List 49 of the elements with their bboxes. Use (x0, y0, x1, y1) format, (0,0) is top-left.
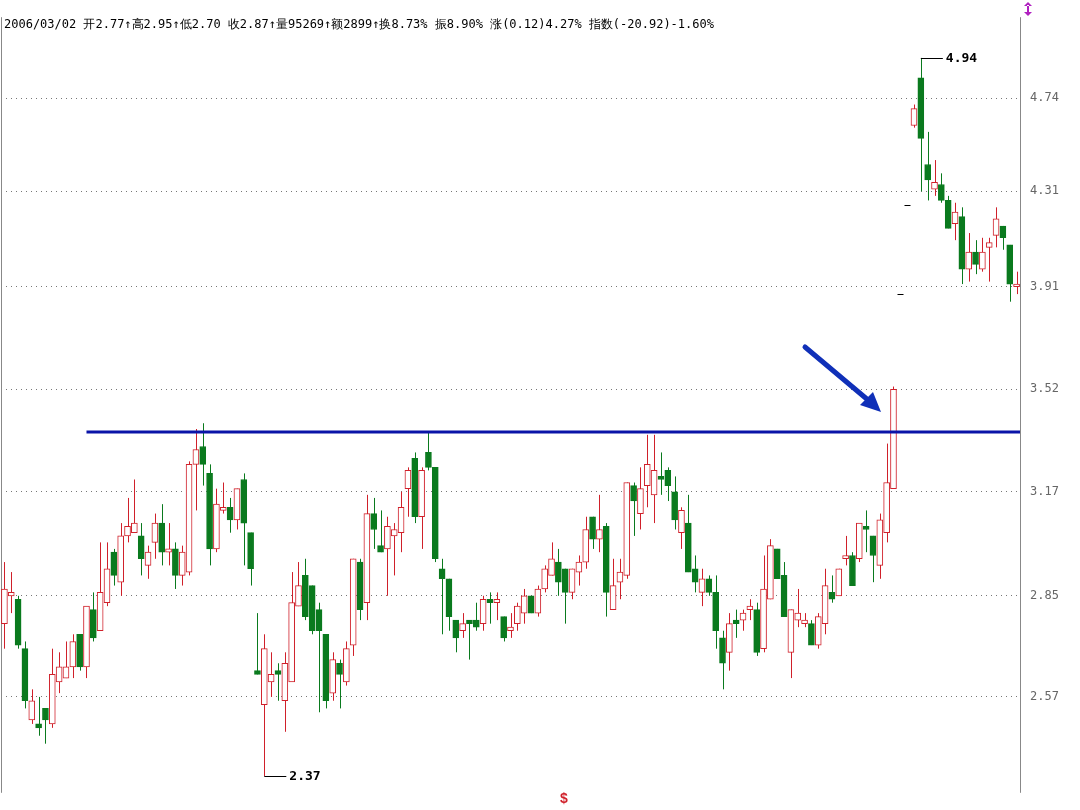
candlestick (698, 568, 706, 607)
y-tick-label: 2.57 (1030, 689, 1059, 704)
y-tick-label: 2.85 (1030, 587, 1059, 602)
candlestick (459, 612, 466, 639)
candlestick (972, 239, 979, 275)
candlestick (678, 506, 685, 550)
candlestick (732, 609, 740, 639)
candlestick (705, 574, 713, 597)
candlestick (124, 497, 131, 543)
candlestick (808, 619, 815, 646)
candlestick (377, 509, 384, 553)
candlestick (979, 237, 986, 273)
candlestick (137, 522, 145, 576)
candlestick (295, 561, 302, 607)
candlestick (965, 232, 973, 283)
annotation: 2.37 (289, 767, 321, 783)
chart-title: 2006/03/02 开2.77↑高2.95↑低2.70 收2.87↑量95269↑额2899↑换8.73% 振8.90% 涨(0.12)4.27% 指数(-20.92)-1.60% (4, 16, 714, 33)
y-tick-label: 3.91 (1030, 278, 1059, 293)
candlestick (842, 535, 849, 566)
candlestick (938, 172, 945, 204)
candlestick (131, 478, 138, 534)
candlestick (370, 497, 378, 550)
candlestick (274, 662, 282, 702)
candlestick (828, 574, 836, 604)
candlestick (199, 422, 207, 487)
candlestick (555, 548, 562, 597)
candlestick (500, 616, 507, 642)
candlestick (931, 159, 938, 197)
candlestick (165, 522, 172, 566)
candlestick (637, 466, 644, 530)
candlestick (493, 591, 501, 621)
candlestick (425, 431, 432, 471)
candlestick (507, 612, 514, 639)
candlestick (42, 707, 49, 745)
y-tick-label: 4.74 (1030, 90, 1059, 105)
candlestick (985, 237, 993, 283)
annotation: 4.94 (945, 49, 978, 65)
candlestick (630, 482, 637, 537)
y-tick-label: 3.52 (1030, 381, 1059, 396)
y-tick-label: 4.31 (1030, 183, 1059, 198)
candlestick (254, 612, 261, 675)
candlestick (924, 131, 931, 201)
candlestick (596, 494, 603, 553)
annotation: $ (560, 790, 568, 806)
candlestick (452, 619, 460, 653)
candlestick (336, 659, 343, 709)
y-tick-label: 3.17 (1030, 483, 1059, 498)
candlestick (28, 688, 36, 725)
candlestick (589, 516, 596, 550)
